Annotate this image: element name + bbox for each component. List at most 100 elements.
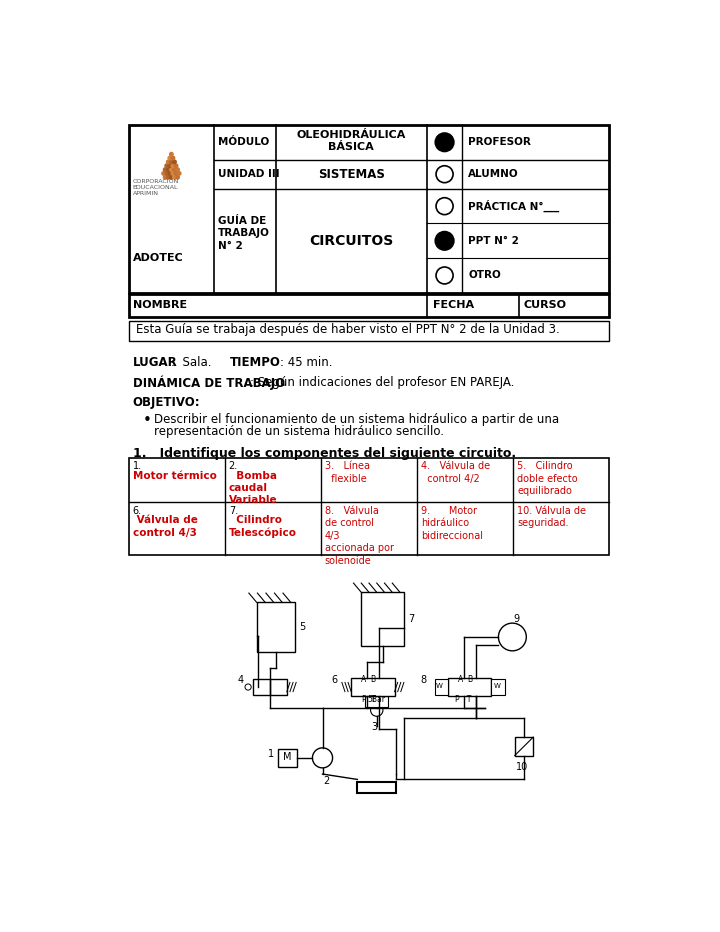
Text: SISTEMAS: SISTEMAS [318,168,384,181]
Text: TIEMPO: TIEMPO [230,356,280,369]
Circle shape [167,156,172,160]
Text: FECHA: FECHA [433,300,474,310]
Text: OBJETIVO:: OBJETIVO: [132,396,200,409]
Circle shape [498,624,526,651]
Bar [361,593,404,646]
Circle shape [163,175,168,180]
Circle shape [371,704,383,717]
Text: 5.   Cilindro
doble efecto
equilibrado: 5. Cilindro doble efecto equilibrado [517,461,577,496]
Text: Esta Guía se trabaja después de haber visto el PPT N° 2 de la Unidad 3.: Esta Guía se trabaja después de haber vi… [137,323,560,336]
Circle shape [436,133,454,152]
Circle shape [171,156,176,160]
Text: 5Bar: 5Bar [368,694,386,704]
Text: PPT N° 2: PPT N° 2 [468,236,519,246]
Circle shape [175,167,180,172]
Text: 6: 6 [331,675,337,685]
Bar [256,602,295,652]
Text: representación de un sistema hidráulico sencillo.: representación de un sistema hidráulico … [153,425,444,438]
Text: GUÍA DE
TRABAJO
N° 2: GUÍA DE TRABAJO N° 2 [218,215,270,251]
Circle shape [164,171,169,176]
Circle shape [169,159,174,164]
Bar [279,748,297,767]
Text: 1.: 1. [132,461,142,472]
Text: •: • [143,413,152,428]
Circle shape [172,159,177,164]
Text: Bomba
caudal
Variable: Bomba caudal Variable [229,471,277,505]
Circle shape [167,163,172,168]
Text: 10. Válvula de
seguridad.: 10. Válvula de seguridad. [517,506,586,528]
Text: 7: 7 [408,614,414,624]
Bar [351,678,395,696]
Text: 1.   Identifique los componentes del siguiente circuito.: 1. Identifique los componentes del sigui… [132,446,516,459]
Circle shape [436,198,453,214]
Text: 7.: 7. [229,506,238,516]
Text: 2.: 2. [229,461,238,472]
Text: W: W [494,683,501,690]
Text: P  T: P T [362,695,376,704]
Circle shape [166,167,171,172]
Text: 3.   Línea
  flexible: 3. Línea flexible [325,461,370,484]
Circle shape [161,171,166,176]
Bar [515,737,534,756]
Bar [492,679,505,694]
Text: Cilindro
Telescópico: Cilindro Telescópico [229,515,297,539]
Text: CIRCUITOS: CIRCUITOS [309,234,393,248]
Bar [129,321,609,340]
Text: : 45 min.: : 45 min. [280,356,333,369]
Text: W: W [436,683,442,690]
Text: A  B: A B [361,675,377,684]
Circle shape [436,231,454,250]
Text: CORPORACION
EDUCACIONAL
APRIMIN: CORPORACION EDUCACIONAL APRIMIN [132,179,179,197]
Text: 6.: 6. [132,506,142,516]
Text: Motor térmico: Motor térmico [132,471,217,481]
Text: LUGAR: LUGAR [132,356,177,369]
Text: PRÁCTICA N°___: PRÁCTICA N°___ [468,200,559,212]
Text: 9: 9 [513,614,519,624]
Text: ALUMNO: ALUMNO [468,170,519,179]
Circle shape [163,167,168,172]
Text: : Según indicaciones del profesor EN PAREJA.: : Según indicaciones del profesor EN PAR… [251,376,515,389]
Bar [129,458,609,555]
Text: PROFESOR: PROFESOR [468,137,531,147]
Text: M: M [284,752,292,762]
Circle shape [169,167,174,172]
Circle shape [176,171,181,176]
Text: :  Sala.: : Sala. [171,356,211,369]
Text: ADOTEC: ADOTEC [132,253,184,263]
Text: 4.   Válvula de
  control 4/2: 4. Válvula de control 4/2 [421,461,490,484]
Text: UNIDAD III: UNIDAD III [218,170,279,179]
Text: 8: 8 [420,675,426,685]
Circle shape [169,175,174,180]
Circle shape [164,163,169,168]
Bar [435,679,448,694]
Circle shape [174,163,179,168]
Text: 8.   Válvula
de control
4/3
accionada por
solenoide: 8. Válvula de control 4/3 accionada por … [325,506,394,566]
Text: P   T: P T [455,695,472,704]
Text: 10: 10 [516,761,528,772]
Circle shape [172,175,177,180]
Text: OTRO: OTRO [468,270,501,281]
Text: 2: 2 [323,775,330,786]
Circle shape [174,171,179,176]
Circle shape [171,171,176,176]
Bar [253,679,287,694]
Text: 1: 1 [268,748,274,759]
Bar [448,678,492,696]
Circle shape [312,747,333,768]
Text: Válvula de
control 4/3: Válvula de control 4/3 [132,515,197,538]
Bar [357,782,396,792]
Text: NOMBRE: NOMBRE [133,300,187,310]
Circle shape [166,159,171,164]
Text: MÓDULO: MÓDULO [218,137,269,147]
Circle shape [171,163,176,168]
Text: OLEOHIDRÁULICA
BÁSICA: OLEOHIDRÁULICA BÁSICA [297,130,406,152]
Circle shape [436,166,453,183]
Text: 5: 5 [300,623,305,632]
Bar [129,295,609,318]
Circle shape [436,267,453,284]
Circle shape [245,684,251,690]
Text: 9.      Motor
hidráulico
bidireccional: 9. Motor hidráulico bidireccional [421,506,483,541]
Text: DINÁMICA DE TRABAJO: DINÁMICA DE TRABAJO [132,376,284,391]
Circle shape [169,152,174,157]
Text: 4: 4 [238,675,243,685]
